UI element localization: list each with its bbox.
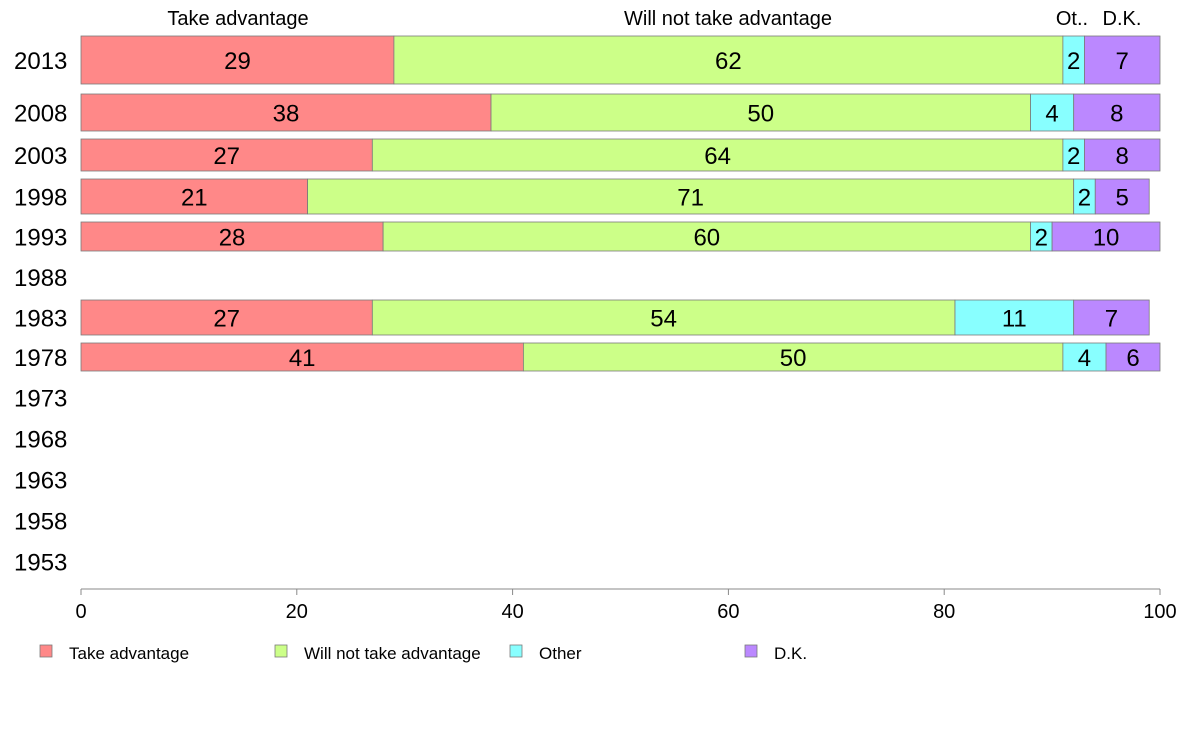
bar-value-label: 2: [1067, 48, 1080, 75]
x-tick-label: 40: [501, 601, 523, 623]
year-label: 1958: [14, 509, 67, 536]
bar-value-label: 6: [1126, 345, 1139, 372]
year-label: 1953: [14, 550, 67, 577]
x-tick-label: 60: [717, 601, 739, 623]
bar-value-label: 7: [1116, 48, 1129, 75]
bar-segment: [80, 342, 524, 372]
bar-segment: [1051, 221, 1161, 252]
bar-segment: [1084, 35, 1161, 85]
bar-value-label: 50: [780, 345, 807, 372]
column-headers: Take advantage Will not take advantage Ot.…: [167, 8, 1141, 30]
bar-segment: [80, 138, 373, 172]
year-label: 2008: [14, 101, 67, 128]
year-label: 1973: [14, 386, 67, 413]
legend-swatch: [274, 644, 288, 658]
x-tick-label: 20: [286, 601, 308, 623]
bar-value-label: 11: [1002, 306, 1027, 333]
bar-value-label: 64: [704, 143, 731, 170]
bar-value-label: 62: [715, 48, 742, 75]
bar-segment: [1030, 93, 1075, 132]
column-header: Ot..: [1056, 8, 1088, 30]
bar-segment: [80, 35, 395, 85]
bar-value-label: 8: [1110, 101, 1123, 128]
year-label: 1978: [14, 345, 67, 372]
bar-segment: [80, 299, 373, 336]
year-label: 1983: [14, 306, 67, 333]
year-label: 1988: [14, 265, 67, 292]
legend: Take advantage Will not take advantage Oth…: [39, 644, 807, 663]
year-label: 2003: [14, 143, 67, 170]
bar-segment: [1094, 178, 1150, 215]
bar-value-label: 10: [1093, 225, 1120, 252]
bar-value-label: 28: [219, 225, 246, 252]
bar-segment: [371, 138, 1064, 172]
bar-value-label: 29: [224, 48, 251, 75]
bar-value-label: 2: [1078, 185, 1091, 212]
year-label: 1993: [14, 225, 67, 252]
bar-segment: [1105, 342, 1161, 372]
x-tick-label: 0: [75, 601, 86, 623]
bar-segment: [1084, 138, 1161, 172]
bar-value-label: 71: [677, 185, 704, 212]
year-label: 2013: [14, 48, 67, 75]
x-axis: 0 20 40 60 80 100: [75, 588, 1177, 623]
column-header: D.K.: [1103, 8, 1142, 30]
bar-segment: [1073, 299, 1150, 336]
bar-segment: [393, 35, 1064, 85]
bar-value-label: 21: [181, 185, 208, 212]
bar-segment: [490, 93, 1031, 132]
legend-label: Other: [539, 644, 582, 663]
bar-value-label: 27: [213, 143, 240, 170]
bar-segment: [80, 178, 308, 215]
bar-value-label: 27: [213, 306, 240, 333]
legend-swatch: [39, 644, 53, 658]
bar-value-label: 41: [289, 345, 316, 372]
legend-swatch: [744, 644, 758, 658]
bar-value-label: 5: [1116, 185, 1129, 212]
bar-segment: [382, 221, 1031, 252]
bar-value-label: 4: [1078, 345, 1091, 372]
bar-value-label: 60: [693, 225, 720, 252]
legend-label: Will not take advantage: [304, 644, 481, 663]
bar-value-label: 2: [1067, 143, 1080, 170]
x-tick-label: 100: [1143, 601, 1176, 623]
bar-segment: [371, 299, 956, 336]
bar-value-label: 54: [650, 306, 677, 333]
column-header: Will not take advantage: [624, 8, 832, 30]
bar-value-label: 38: [273, 101, 300, 128]
bar-segment: [307, 178, 1075, 215]
x-tick-label: 80: [933, 601, 955, 623]
bar-segment: [80, 93, 492, 132]
bar-segment: [80, 221, 384, 252]
bar-value-label: 50: [747, 101, 774, 128]
legend-label: D.K.: [774, 644, 807, 663]
bar-value-label: 7: [1105, 306, 1118, 333]
column-header: Take advantage: [167, 8, 308, 30]
bar-segment: [1073, 93, 1161, 132]
year-label: 1968: [14, 427, 67, 454]
legend-swatch: [509, 644, 523, 658]
bar-value-label: 4: [1045, 101, 1058, 128]
legend-label: Take advantage: [69, 644, 189, 663]
year-labels: 2013 2008 2003 1998 1993 1988 1983 1978 1973 1968…: [14, 48, 67, 577]
year-label: 1963: [14, 468, 67, 495]
year-label: 1998: [14, 185, 67, 212]
bar-segment: [522, 342, 1064, 372]
bar-value-label: 8: [1116, 143, 1129, 170]
bar-value-label: 2: [1035, 225, 1048, 252]
